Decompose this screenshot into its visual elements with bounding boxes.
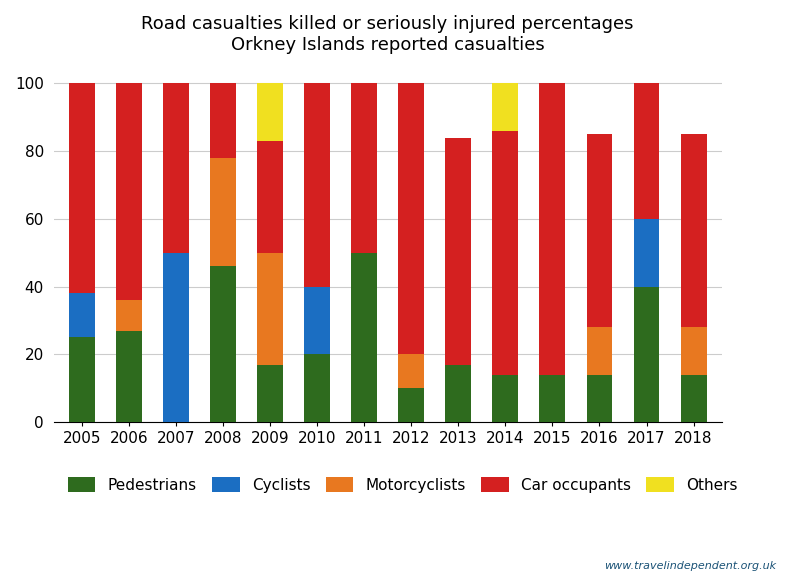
Bar (446, 137, 471, 365)
Bar (210, 84, 236, 158)
Bar (116, 84, 142, 300)
Bar (446, 365, 471, 422)
Bar (304, 354, 330, 422)
Bar (539, 375, 566, 422)
Bar (69, 338, 94, 422)
Bar (681, 375, 706, 422)
Bar (210, 266, 236, 422)
Bar (634, 84, 659, 219)
Bar (163, 253, 189, 422)
Bar (116, 300, 142, 331)
Bar (681, 327, 706, 375)
Bar (586, 375, 613, 422)
Bar (586, 327, 613, 375)
Bar (257, 84, 283, 141)
Bar (257, 253, 283, 365)
Title: Road casualties killed or seriously injured percentages
Orkney Islands reported : Road casualties killed or seriously inju… (142, 15, 634, 54)
Bar (398, 84, 424, 354)
Bar (634, 219, 659, 287)
Bar (163, 84, 189, 253)
Bar (398, 354, 424, 388)
Bar (493, 84, 518, 131)
Bar (210, 158, 236, 266)
Bar (351, 253, 377, 422)
Bar (351, 84, 377, 253)
Bar (493, 375, 518, 422)
Bar (539, 84, 566, 375)
Bar (257, 365, 283, 422)
Bar (493, 131, 518, 375)
Bar (586, 134, 613, 327)
Bar (304, 287, 330, 354)
Bar (634, 287, 659, 422)
Bar (257, 141, 283, 253)
Bar (398, 388, 424, 422)
Bar (69, 293, 94, 338)
Bar (681, 134, 706, 327)
Bar (69, 84, 94, 293)
Bar (304, 84, 330, 287)
Legend: Pedestrians, Cyclists, Motorcyclists, Car occupants, Others: Pedestrians, Cyclists, Motorcyclists, Ca… (68, 477, 738, 493)
Bar (116, 331, 142, 422)
Text: www.travelindependent.org.uk: www.travelindependent.org.uk (604, 561, 776, 571)
